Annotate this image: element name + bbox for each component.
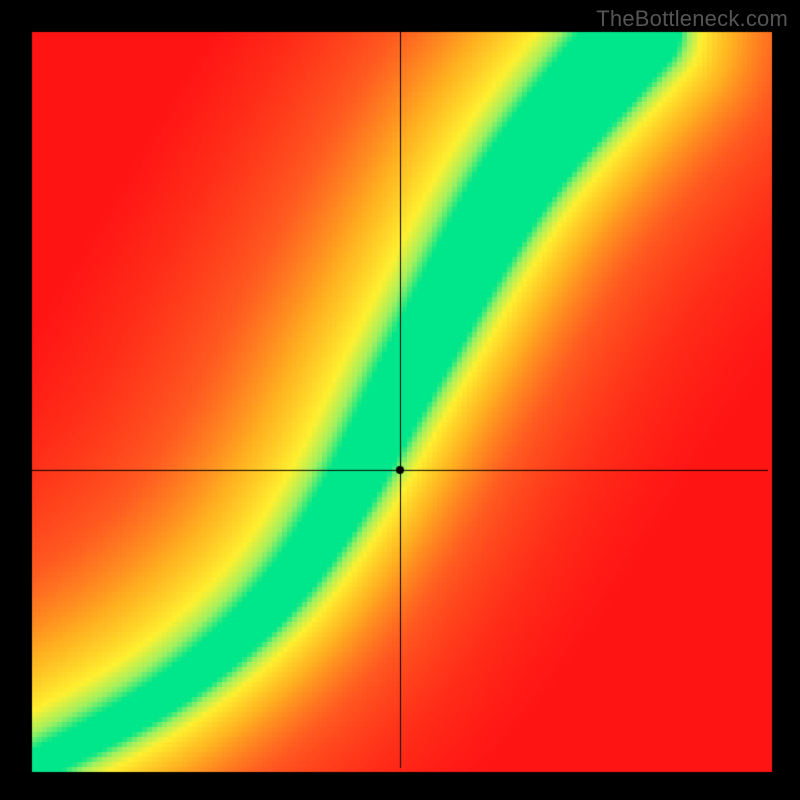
bottleneck-heatmap-canvas — [0, 0, 800, 800]
watermark-text: TheBottleneck.com — [596, 6, 788, 32]
